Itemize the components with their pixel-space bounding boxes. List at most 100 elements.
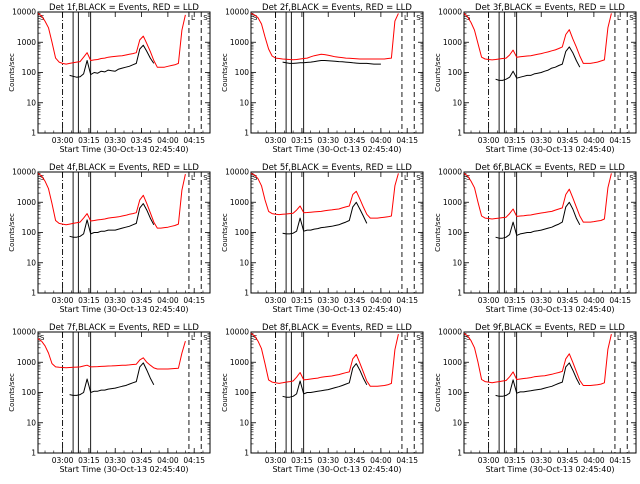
x-axis-label: Start Time (30-Oct-13 02:45:40) bbox=[485, 145, 614, 154]
series-lld bbox=[250, 12, 399, 61]
series-lld bbox=[463, 13, 612, 64]
x-tick-label: 03:00 bbox=[52, 136, 74, 145]
x-tick-label: 04:15 bbox=[396, 136, 418, 145]
x-tick-label: 03:15 bbox=[78, 136, 100, 145]
x-tick-label: 03:45 bbox=[344, 136, 366, 145]
x-tick-label: 03:00 bbox=[265, 296, 287, 305]
series-lld bbox=[250, 172, 399, 219]
y-tick-label: 1000 bbox=[17, 358, 36, 367]
y-tick-label: 10000 bbox=[225, 168, 249, 177]
y-axis-label: Counts/sec bbox=[221, 373, 229, 412]
y-tick-label: 10 bbox=[452, 258, 462, 267]
flag-right-2: S bbox=[629, 334, 634, 342]
y-axis-label: Counts/sec bbox=[8, 213, 16, 252]
y-tick-label: 100 bbox=[448, 68, 463, 77]
panel-2: Det 2f,BLACK = Events, RED = LLD 1 10 100 10… bbox=[221, 3, 424, 154]
panel-7: Det 7f,BLACK = Events, RED = LLD 1 10 100 10… bbox=[8, 323, 211, 474]
series-events bbox=[69, 362, 155, 396]
flag-right-2: S bbox=[203, 14, 208, 22]
flag-right-2: S bbox=[416, 174, 421, 182]
x-tick-label: 03:30 bbox=[104, 136, 126, 145]
x-tick-label: 03:15 bbox=[291, 296, 313, 305]
series-events bbox=[69, 44, 155, 78]
x-axis-label: Start Time (30-Oct-13 02:45:40) bbox=[485, 465, 614, 474]
y-tick-label: 10 bbox=[239, 418, 249, 427]
y-tick-label: 100 bbox=[448, 388, 463, 397]
x-tick-label: 03:30 bbox=[530, 296, 552, 305]
y-tick-label: 1000 bbox=[230, 38, 249, 47]
x-tick-label: 04:00 bbox=[157, 136, 179, 145]
y-axis-label: Counts/sec bbox=[8, 53, 16, 92]
flag-right-2: S bbox=[416, 14, 421, 22]
x-tick-label: 03:15 bbox=[291, 136, 313, 145]
x-tick-label: 03:30 bbox=[317, 296, 339, 305]
y-tick-label: 100 bbox=[235, 388, 250, 397]
x-tick-label: 04:15 bbox=[183, 136, 205, 145]
y-tick-label: 1 bbox=[31, 449, 36, 458]
y-tick-label: 1000 bbox=[17, 38, 36, 47]
y-tick-label: 10000 bbox=[12, 328, 36, 337]
y-tick-label: 1 bbox=[244, 129, 249, 138]
series-events bbox=[69, 203, 155, 238]
series-events bbox=[282, 201, 368, 235]
x-tick-label: 03:30 bbox=[317, 456, 339, 465]
x-tick-label: 03:15 bbox=[504, 456, 526, 465]
y-tick-label: 100 bbox=[22, 228, 37, 237]
flag-right-1: L bbox=[404, 174, 408, 182]
flag-right-1: L bbox=[617, 174, 621, 182]
y-tick-label: 1000 bbox=[17, 198, 36, 207]
x-axis-label: Start Time (30-Oct-13 02:45:40) bbox=[485, 305, 614, 314]
x-tick-label: 03:15 bbox=[504, 296, 526, 305]
plot-frame bbox=[463, 11, 637, 134]
x-tick-label: 03:00 bbox=[478, 136, 500, 145]
x-tick-label: 04:00 bbox=[583, 296, 605, 305]
y-tick-label: 1 bbox=[244, 449, 249, 458]
x-tick-label: 04:15 bbox=[609, 136, 631, 145]
x-tick-label: 03:30 bbox=[530, 456, 552, 465]
x-tick-label: 03:00 bbox=[478, 456, 500, 465]
flag-right-1: L bbox=[191, 174, 195, 182]
y-tick-label: 10000 bbox=[12, 8, 36, 17]
panel-5: Det 5f,BLACK = Events, RED = LLD 1 10 100 10… bbox=[221, 163, 424, 314]
x-tick-label: 03:45 bbox=[557, 296, 579, 305]
series-lld bbox=[250, 332, 399, 387]
y-tick-label: 1 bbox=[31, 289, 36, 298]
panel-4: Det 4f,BLACK = Events, RED = LLD 1 10 100 10… bbox=[8, 163, 211, 314]
flag-left: S bbox=[253, 174, 258, 182]
y-tick-label: 1 bbox=[457, 289, 462, 298]
panel-title: Det 9f,BLACK = Events, RED = LLD bbox=[475, 323, 625, 333]
y-tick-label: 1 bbox=[457, 129, 462, 138]
plot-frame bbox=[250, 171, 424, 294]
plot-frame bbox=[250, 11, 424, 134]
x-tick-label: 04:15 bbox=[183, 296, 205, 305]
flag-right-1: L bbox=[404, 14, 408, 22]
x-tick-label: 04:00 bbox=[370, 296, 392, 305]
x-axis-label: Start Time (30-Oct-13 02:45:40) bbox=[59, 305, 188, 314]
panel-title: Det 8f,BLACK = Events, RED = LLD bbox=[262, 323, 412, 333]
plot-frame bbox=[463, 171, 637, 294]
x-axis-label: Start Time (30-Oct-13 02:45:40) bbox=[59, 465, 188, 474]
y-tick-label: 100 bbox=[235, 228, 250, 237]
series-lld bbox=[37, 172, 186, 229]
y-tick-label: 10 bbox=[26, 98, 36, 107]
x-tick-label: 03:45 bbox=[344, 456, 366, 465]
y-tick-label: 10 bbox=[452, 98, 462, 107]
x-tick-label: 03:45 bbox=[131, 136, 153, 145]
flag-right-1: L bbox=[617, 334, 621, 342]
series-lld bbox=[37, 12, 186, 68]
x-tick-label: 03:00 bbox=[52, 456, 74, 465]
y-axis-label: Counts/sec bbox=[434, 213, 442, 252]
y-tick-label: 10 bbox=[239, 98, 249, 107]
x-tick-label: 04:15 bbox=[183, 456, 205, 465]
series-events bbox=[495, 201, 581, 239]
y-tick-label: 10000 bbox=[438, 8, 462, 17]
x-tick-label: 04:15 bbox=[396, 456, 418, 465]
x-tick-label: 04:00 bbox=[157, 296, 179, 305]
panel-title: Det 4f,BLACK = Events, RED = LLD bbox=[49, 163, 199, 173]
flag-right-1: L bbox=[191, 14, 195, 22]
panel-title: Det 6f,BLACK = Events, RED = LLD bbox=[475, 163, 625, 173]
x-tick-label: 03:15 bbox=[78, 296, 100, 305]
plot-frame bbox=[250, 331, 424, 454]
y-tick-label: 10 bbox=[452, 418, 462, 427]
